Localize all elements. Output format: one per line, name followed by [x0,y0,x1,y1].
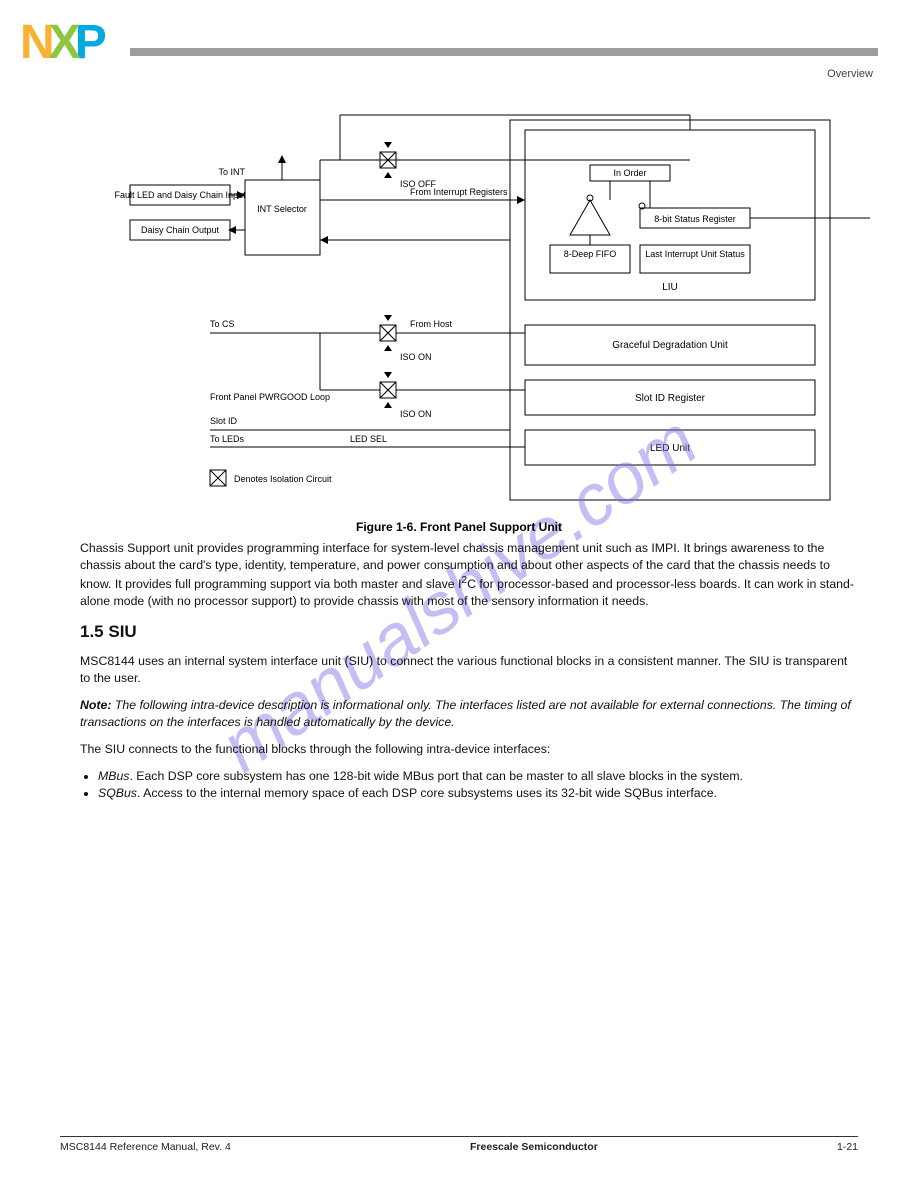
page-footer: MSC8144 Reference Manual, Rev. 4 Freesca… [60,1136,858,1153]
footer-right: 1-21 [837,1141,858,1153]
liu-label: LIU [662,282,678,293]
led-sel: LED SEL [350,434,387,444]
daisy-out: Daisy Chain Output [141,225,220,235]
cs-right: From Host [410,319,453,329]
heading-siu: 1.5 SIU [80,620,858,643]
section-label: Overview [827,68,873,80]
para-1: Chassis Support unit provides programmin… [80,540,858,610]
iso-on-2: ISO ON [400,409,432,419]
list-item: SQBus. Access to the internal memory spa… [98,785,858,802]
figure-caption: Figure 1-6. Front Panel Support Unit [0,520,918,534]
iso-3 [380,372,396,408]
header-rule [130,48,878,56]
liu-fifo: 8-Deep FIFO [564,249,617,259]
iso-2 [380,315,396,351]
liu-sts: Last Interrupt Unit Status [645,249,745,259]
led-unit: LED Unit [650,443,690,454]
int-left-label: To INT [218,167,245,177]
daisy-in: Fault LED and Daisy Chain Input [114,190,246,200]
liu-inorder: In Order [613,168,646,178]
int-selector: INT Selector [257,204,307,214]
iso-legend: Denotes Isolation Circuit [210,470,332,486]
iso-on-1: ISO ON [400,352,432,362]
para-2: MSC8144 uses an internal system interfac… [80,653,858,687]
iso-off-1: ISO OFF [400,179,437,189]
logo-p: P [75,16,101,69]
leds: To LEDs [210,434,245,444]
iso-note: Denotes Isolation Circuit [234,474,332,484]
footer-left: MSC8144 Reference Manual, Rev. 4 [60,1141,231,1153]
slot-label: Slot ID [210,416,238,426]
footer-center: Freescale Semiconductor [231,1141,837,1153]
logo-n: N [20,16,49,69]
nxp-logo: NXP [20,15,101,70]
cs-left: To CS [210,319,235,329]
logo-x: X [49,16,75,69]
body-text: Chassis Support unit provides programmin… [80,540,858,802]
list-item: MBus. Each DSP core subsystem has one 12… [98,768,858,785]
slot-id-reg: Slot ID Register [635,393,706,404]
note-heading: Note: The following intra-device descrip… [80,697,858,731]
grad-unit: Graceful Degradation Unit [612,340,728,351]
pwrgood: Front Panel PWRGOOD Loop [210,392,330,402]
liu-reg: 8-bit Status Register [654,214,736,224]
para-4: The SIU connects to the functional block… [80,741,858,758]
figure-block-diagram: LIU In Order 8-Deep FIFO 8-bit Status Re… [50,100,870,530]
